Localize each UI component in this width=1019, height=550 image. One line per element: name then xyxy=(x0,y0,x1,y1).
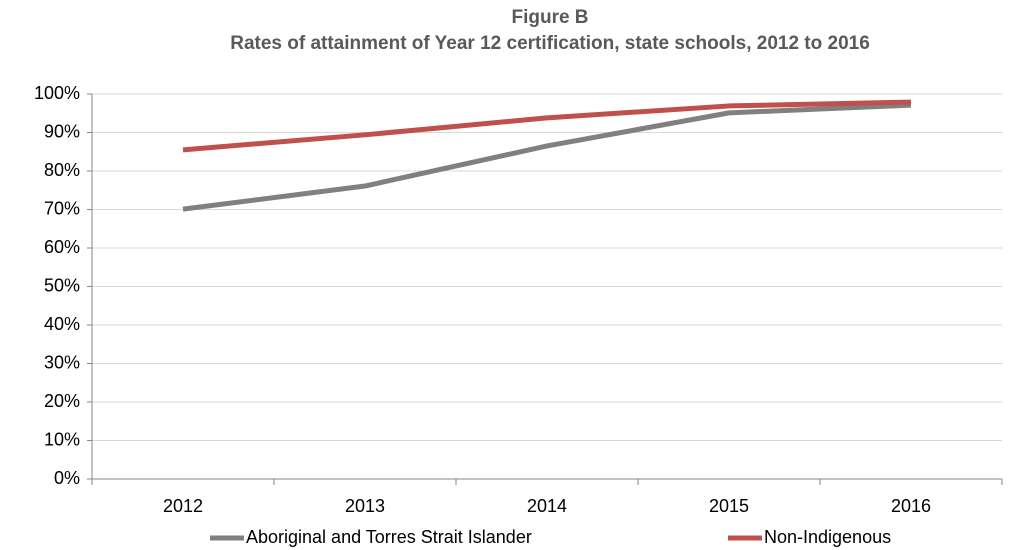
y-tick-label: 30% xyxy=(44,352,80,372)
y-tick-label: 0% xyxy=(54,468,80,488)
line-series xyxy=(182,99,912,153)
legend-label: Aboriginal and Torres Strait Islander xyxy=(246,527,532,547)
x-tick-label: 2015 xyxy=(709,496,749,516)
chart-subtitle: Rates of attainment of Year 12 certifica… xyxy=(230,33,870,54)
y-tick-label: 10% xyxy=(44,429,80,449)
y-tick-label: 70% xyxy=(44,198,80,218)
y-tick-label: 20% xyxy=(44,391,80,411)
chart-title: Figure B xyxy=(511,7,588,28)
y-tick-label: 100% xyxy=(34,83,80,103)
y-tick-label: 40% xyxy=(44,314,80,334)
x-tick-label: 2012 xyxy=(163,496,203,516)
x-tick-label: 2013 xyxy=(345,496,385,516)
x-tick-label: 2014 xyxy=(527,496,567,516)
x-tick-label: 2016 xyxy=(891,496,931,516)
y-tick-label: 60% xyxy=(44,237,80,257)
y-tick-label: 90% xyxy=(44,121,80,141)
line-series xyxy=(182,102,912,212)
y-tick-label: 80% xyxy=(44,160,80,180)
y-tick-label: 50% xyxy=(44,275,80,295)
legend-label: Non-Indigenous xyxy=(764,527,891,547)
